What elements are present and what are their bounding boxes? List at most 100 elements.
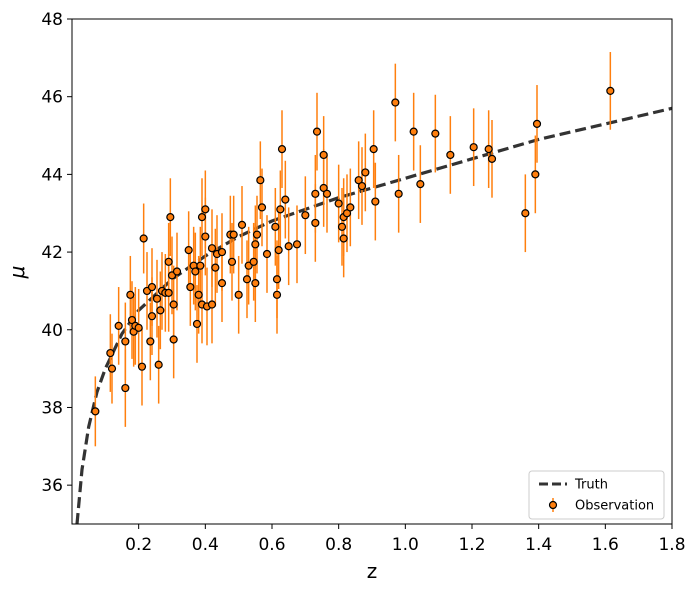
observation-point: [166, 213, 175, 222]
x-tick-label: 1.4: [525, 535, 552, 555]
observation-point: [234, 290, 243, 299]
observation-point: [249, 257, 258, 266]
observation-point: [446, 150, 455, 160]
x-tick-label: 1.2: [458, 535, 485, 555]
observation-point: [147, 312, 157, 321]
observation-point: [169, 300, 178, 309]
y-tick-label: 46: [41, 88, 63, 108]
observation-point: [361, 168, 370, 177]
x-tick-label: 1.8: [658, 535, 685, 555]
observation-point: [114, 321, 123, 330]
observation-point: [606, 86, 615, 95]
observation-point: [292, 240, 302, 249]
observation-point: [371, 197, 380, 206]
y-tick-label: 38: [41, 398, 63, 418]
observation-point: [334, 199, 343, 208]
observation-point: [242, 275, 252, 284]
observation-point: [311, 189, 320, 198]
legend-box: [528, 470, 665, 520]
x-tick-label: 0.8: [325, 535, 352, 555]
observation-point: [257, 203, 267, 212]
observation-point: [191, 267, 200, 276]
observation-point: [106, 348, 115, 358]
observation-point: [211, 263, 220, 272]
observation-point: [251, 240, 260, 249]
observation-point: [217, 247, 227, 257]
observation-point: [284, 242, 293, 251]
observation-point: [339, 234, 348, 243]
observation-point: [169, 335, 178, 344]
observation-point: [271, 222, 280, 231]
observation-point: [532, 119, 542, 128]
observation-point: [274, 246, 283, 255]
observation-point: [322, 189, 332, 198]
x-axis-label: z: [367, 559, 378, 583]
observation-point: [521, 209, 530, 218]
observation-point: [121, 383, 130, 393]
observation-point: [484, 145, 493, 154]
y-axis-label: μ: [5, 266, 29, 280]
observation-point: [369, 145, 378, 154]
observation-point: [469, 143, 478, 152]
observation-point: [256, 176, 265, 185]
x-tick-label: 0.2: [125, 535, 152, 555]
truth-line: [75, 106, 672, 524]
observation-point: [164, 288, 173, 297]
plot-area: [75, 52, 672, 524]
observation-point: [147, 282, 157, 292]
observation-point: [487, 154, 497, 163]
observation-point: [197, 213, 207, 222]
observation-point: [172, 267, 182, 276]
observation-point: [134, 323, 143, 332]
observation-point: [272, 290, 282, 299]
observation-point: [311, 218, 320, 228]
observation-point: [186, 282, 195, 292]
observation-point: [277, 145, 287, 154]
observation-point: [152, 294, 162, 303]
legend-label: Truth: [574, 478, 608, 493]
observation-point: [192, 319, 202, 329]
y-tick-label: 42: [41, 243, 63, 263]
observation-point: [431, 129, 440, 138]
observation-point: [251, 279, 260, 288]
plot-frame: [71, 18, 673, 525]
x-tick-label: 0.6: [258, 535, 285, 555]
observation-point: [91, 407, 100, 416]
observation-point: [262, 249, 272, 259]
observation-point: [184, 246, 193, 255]
observation-point: [154, 360, 163, 369]
observation-point: [276, 205, 285, 214]
observation-point: [207, 244, 217, 253]
observation-point: [409, 127, 418, 136]
observation-point: [201, 232, 210, 241]
observation-point: [281, 195, 290, 204]
x-tick-label: 1.0: [392, 535, 419, 555]
observation-point: [139, 234, 148, 243]
observation-point: [531, 170, 540, 179]
observation-point: [217, 279, 227, 288]
y-tick-label: 44: [41, 165, 63, 185]
observation-point: [229, 230, 238, 239]
observation-point: [346, 203, 355, 212]
observation-point: [121, 337, 130, 346]
y-tick-label: 48: [41, 10, 63, 30]
observation-point: [156, 306, 165, 315]
observation-point: [146, 337, 155, 346]
observation-point: [201, 205, 210, 214]
observation-point: [391, 98, 400, 107]
observation-point: [301, 211, 310, 220]
legend-label: Observation: [575, 499, 654, 514]
observation-point: [312, 127, 322, 136]
observation-point: [237, 220, 247, 229]
observation-point: [416, 179, 425, 189]
observation-point: [337, 222, 347, 231]
observation-point: [164, 257, 173, 266]
observation-point: [252, 230, 262, 239]
observation-point: [357, 181, 367, 191]
observation-point: [137, 362, 147, 371]
observation-point: [394, 189, 403, 198]
legend-swatch: [548, 500, 558, 510]
observation-point: [319, 150, 328, 160]
observation-point: [227, 257, 237, 266]
